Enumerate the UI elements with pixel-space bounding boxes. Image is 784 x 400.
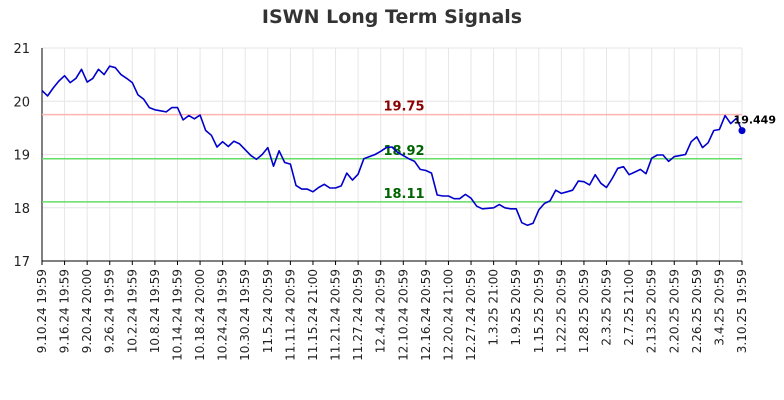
x-tick-label: 3.10.25 19:59 bbox=[735, 269, 749, 353]
resistance-level-label: 19.75 bbox=[383, 100, 424, 115]
x-tick-label: 1.28.25 20:59 bbox=[577, 269, 591, 353]
x-tick-label: 10.2.24 19:59 bbox=[125, 269, 139, 353]
price-series-line bbox=[41, 65, 743, 227]
x-tick-label: 2.7.25 21:00 bbox=[622, 269, 636, 346]
last-value-point bbox=[738, 127, 746, 135]
y-tick-label: 21 bbox=[13, 42, 30, 57]
x-tick-label: 2.26.25 20:59 bbox=[690, 269, 704, 353]
x-tick-label: 1.3.25 21:00 bbox=[487, 269, 501, 346]
x-tick-label: 1.9.25 20:59 bbox=[509, 269, 523, 346]
x-tick-label: 12.4.24 20:59 bbox=[374, 269, 388, 353]
x-tick-label: 1.15.25 20:59 bbox=[532, 269, 546, 353]
x-tick-label: 12.27.24 20:59 bbox=[464, 269, 478, 361]
x-tick-label: 10.14.24 19:59 bbox=[170, 269, 184, 361]
x-tick-label: 9.26.24 19:59 bbox=[103, 269, 117, 353]
x-tick-label: 9.10.24 19:59 bbox=[35, 269, 49, 353]
y-tick-label: 19 bbox=[13, 149, 30, 164]
y-tick-label: 20 bbox=[13, 95, 30, 110]
x-tick-label: 2.13.25 20:59 bbox=[645, 269, 659, 353]
x-tick-label: 11.5.24 20:59 bbox=[261, 269, 275, 353]
y-tick-label: 17 bbox=[13, 255, 30, 270]
x-tick-label: 11.11.24 20:59 bbox=[283, 269, 297, 361]
x-tick-label: 1.22.25 20:59 bbox=[554, 269, 568, 353]
x-tick-label: 9.20.24 20:00 bbox=[80, 269, 94, 353]
x-tick-label: 12.10.24 20:59 bbox=[396, 269, 410, 361]
x-tick-label: 12.20.24 21:00 bbox=[441, 269, 455, 361]
support-level-label: 18.92 bbox=[383, 144, 424, 159]
x-tick-label: 11.15.24 21:00 bbox=[306, 269, 320, 361]
y-tick-label: 18 bbox=[13, 202, 30, 217]
x-tick-label: 10.8.24 19:59 bbox=[148, 269, 162, 353]
x-tick-label: 12.16.24 20:59 bbox=[419, 269, 433, 361]
x-tick-label: 2.3.25 20:59 bbox=[600, 269, 614, 346]
x-tick-label: 3.4.25 20:59 bbox=[712, 269, 726, 346]
x-tick-label: 9.16.24 19:59 bbox=[58, 269, 72, 353]
x-tick-label: 10.18.24 20:00 bbox=[193, 269, 207, 361]
support-level-label: 18.11 bbox=[383, 187, 424, 202]
last-value-label: 19.449 bbox=[734, 114, 776, 127]
x-tick-label: 10.24.24 19:59 bbox=[216, 269, 230, 361]
x-tick-label: 11.21.24 20:59 bbox=[329, 269, 343, 361]
x-tick-label: 11.27.24 20:59 bbox=[351, 269, 365, 361]
chart-title: ISWN Long Term Signals bbox=[261, 6, 523, 28]
x-tick-label: 2.20.25 20:59 bbox=[667, 269, 681, 353]
x-tick-label: 10.30.24 19:59 bbox=[238, 269, 252, 361]
